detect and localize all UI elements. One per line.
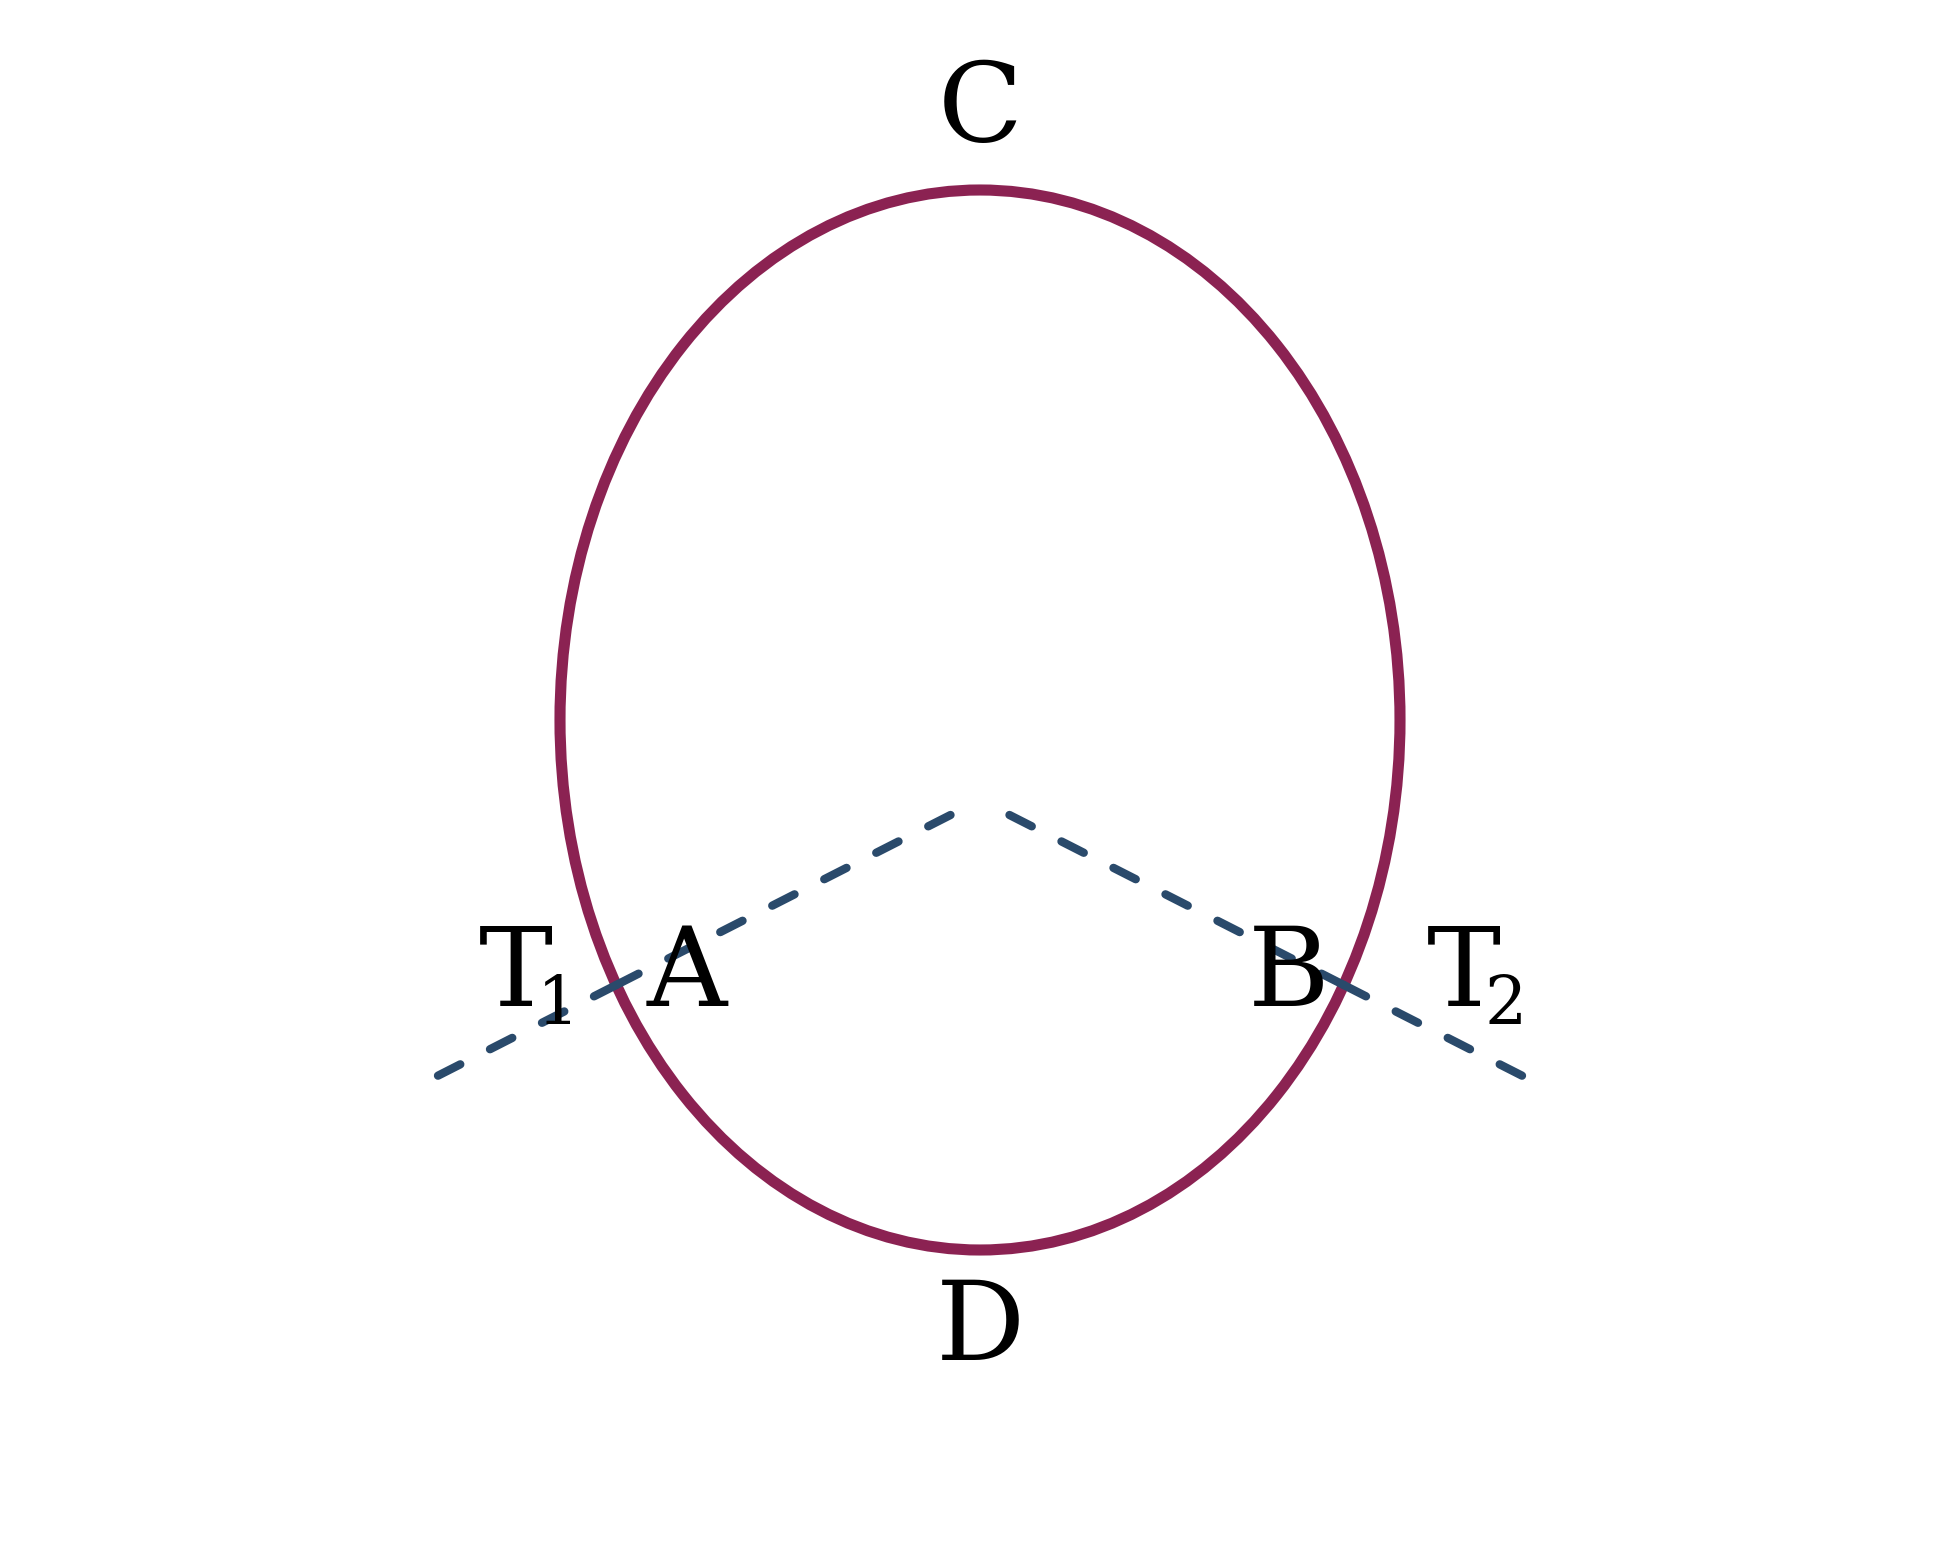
Text: 2: 2 xyxy=(1484,972,1527,1037)
Text: D: D xyxy=(935,1276,1025,1384)
Text: 1: 1 xyxy=(537,972,580,1037)
Text: T: T xyxy=(478,922,553,1028)
Text: A: A xyxy=(647,922,727,1028)
Text: B: B xyxy=(1249,922,1329,1028)
Text: T: T xyxy=(1427,922,1501,1028)
Text: C: C xyxy=(937,57,1023,163)
